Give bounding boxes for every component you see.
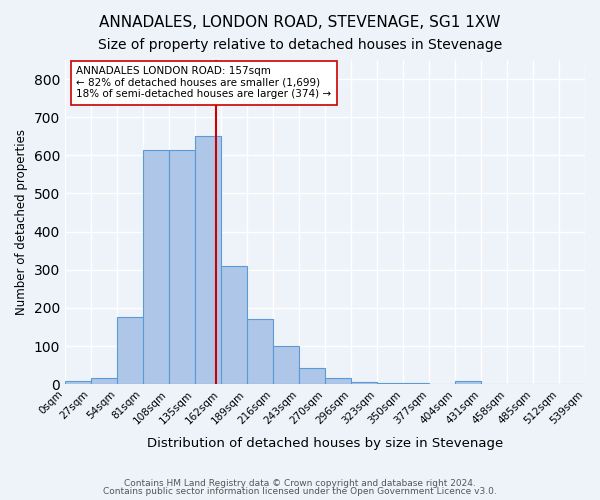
X-axis label: Distribution of detached houses by size in Stevenage: Distribution of detached houses by size … xyxy=(147,437,503,450)
Bar xyxy=(325,378,351,384)
Bar xyxy=(169,150,195,384)
Bar xyxy=(377,383,403,384)
Bar xyxy=(455,381,481,384)
Bar xyxy=(351,382,377,384)
Y-axis label: Number of detached properties: Number of detached properties xyxy=(15,129,28,315)
Bar xyxy=(221,266,247,384)
Text: Size of property relative to detached houses in Stevenage: Size of property relative to detached ho… xyxy=(98,38,502,52)
Bar xyxy=(65,381,91,384)
Text: Contains HM Land Registry data © Crown copyright and database right 2024.: Contains HM Land Registry data © Crown c… xyxy=(124,478,476,488)
Bar xyxy=(117,318,143,384)
Bar xyxy=(143,150,169,384)
Bar xyxy=(195,136,221,384)
Bar xyxy=(403,383,429,384)
Bar xyxy=(247,320,273,384)
Bar xyxy=(91,378,117,384)
Text: ANNADALES LONDON ROAD: 157sqm
← 82% of detached houses are smaller (1,699)
18% o: ANNADALES LONDON ROAD: 157sqm ← 82% of d… xyxy=(76,66,331,100)
Text: Contains public sector information licensed under the Open Government Licence v3: Contains public sector information licen… xyxy=(103,487,497,496)
Bar xyxy=(299,368,325,384)
Text: ANNADALES, LONDON ROAD, STEVENAGE, SG1 1XW: ANNADALES, LONDON ROAD, STEVENAGE, SG1 1… xyxy=(99,15,501,30)
Bar xyxy=(273,346,299,384)
